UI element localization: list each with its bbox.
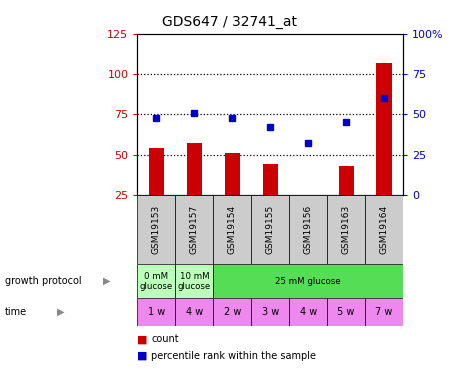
Text: GSM19153: GSM19153 (152, 205, 161, 254)
Text: time: time (5, 307, 27, 317)
Text: count: count (151, 334, 179, 345)
Bar (149, 148, 164, 195)
Text: 5 w: 5 w (338, 307, 355, 317)
Text: ■: ■ (137, 351, 148, 361)
Bar (376, 63, 392, 195)
Bar (251, 195, 289, 264)
Text: GSM19156: GSM19156 (304, 205, 313, 254)
Text: GSM19155: GSM19155 (266, 205, 275, 254)
Bar (225, 153, 240, 195)
Text: 4 w: 4 w (300, 307, 317, 317)
Text: 4 w: 4 w (185, 307, 203, 317)
Bar (365, 195, 403, 264)
Text: growth protocol: growth protocol (5, 276, 81, 286)
Bar (338, 166, 354, 195)
Bar (327, 298, 365, 326)
Text: 1 w: 1 w (148, 307, 165, 317)
Bar (137, 298, 175, 326)
Bar (262, 164, 278, 195)
Text: ■: ■ (137, 334, 148, 345)
Text: GDS647 / 32741_at: GDS647 / 32741_at (162, 15, 296, 29)
Bar (327, 195, 365, 264)
Bar (300, 195, 316, 231)
Bar (251, 298, 289, 326)
Bar (175, 264, 213, 298)
Bar (137, 195, 175, 264)
Bar (365, 298, 403, 326)
Text: GSM19154: GSM19154 (228, 205, 237, 254)
Bar (213, 298, 251, 326)
Bar (175, 298, 213, 326)
Text: GSM19163: GSM19163 (342, 205, 351, 254)
Bar (213, 195, 251, 264)
Text: ▶: ▶ (103, 276, 110, 286)
Bar (213, 264, 403, 298)
Bar (187, 143, 202, 195)
Text: 25 mM glucose: 25 mM glucose (275, 277, 341, 286)
Bar (289, 195, 327, 264)
Text: GSM19164: GSM19164 (380, 205, 388, 254)
Text: 7 w: 7 w (376, 307, 393, 317)
Bar (137, 264, 175, 298)
Text: 0 mM
glucose: 0 mM glucose (140, 272, 173, 291)
Text: 2 w: 2 w (224, 307, 241, 317)
Text: 10 mM
glucose: 10 mM glucose (178, 272, 211, 291)
Text: percentile rank within the sample: percentile rank within the sample (151, 351, 316, 361)
Text: ▶: ▶ (57, 307, 65, 317)
Text: 3 w: 3 w (262, 307, 279, 317)
Bar (289, 298, 327, 326)
Bar (175, 195, 213, 264)
Text: GSM19157: GSM19157 (190, 205, 199, 254)
